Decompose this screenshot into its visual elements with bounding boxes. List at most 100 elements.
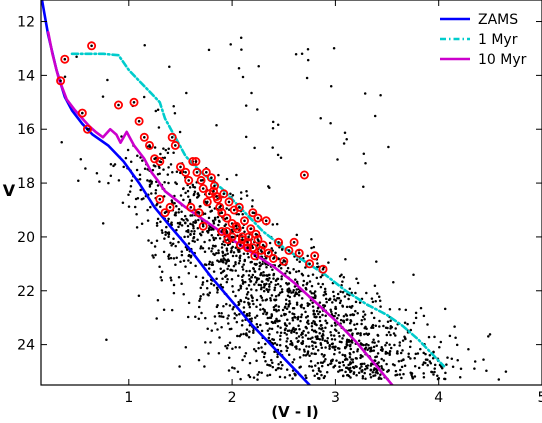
- background-star-point: [391, 363, 395, 366]
- background-star-point: [239, 377, 242, 381]
- background-star-point: [278, 343, 282, 347]
- background-star-point: [279, 285, 282, 288]
- background-star-point: [317, 369, 321, 372]
- background-star-point: [154, 191, 157, 195]
- background-star-point: [209, 210, 212, 213]
- background-star-point: [363, 368, 367, 371]
- background-star-point: [265, 288, 269, 292]
- background-star-point: [247, 274, 251, 277]
- background-star-point: [382, 368, 385, 371]
- background-star-point: [338, 365, 341, 368]
- y-tick-label: 16: [17, 122, 35, 138]
- background-star-point: [209, 341, 212, 344]
- background-star-point: [217, 251, 220, 255]
- background-star-point: [185, 217, 188, 221]
- background-star-point: [255, 298, 259, 302]
- background-star-point: [297, 335, 301, 338]
- background-star-point: [199, 295, 202, 298]
- background-star-point: [167, 181, 170, 185]
- highlighted-star-point: [170, 136, 174, 139]
- background-star-point: [201, 281, 205, 284]
- background-star-point: [323, 290, 326, 294]
- background-star-point: [364, 343, 367, 347]
- background-star-point: [394, 373, 397, 377]
- background-star-point: [146, 219, 150, 222]
- highlighted-star-point: [297, 251, 301, 255]
- background-star-point: [188, 186, 192, 189]
- background-star-point: [298, 289, 302, 293]
- background-star-point: [291, 316, 294, 320]
- highlighted-star-point: [256, 238, 260, 241]
- background-star-point: [154, 188, 158, 192]
- background-star-point: [221, 254, 225, 257]
- highlighted-star-point: [210, 176, 213, 179]
- background-star-point: [301, 283, 305, 287]
- background-star-point: [312, 245, 316, 249]
- background-star-point: [367, 343, 370, 347]
- highlighted-star-ring: [263, 248, 273, 258]
- background-star-point: [139, 156, 142, 159]
- highlighted-star-point: [253, 254, 257, 258]
- background-star-point: [378, 299, 382, 303]
- highlighted-star-ring: [246, 224, 256, 234]
- background-star-point: [504, 370, 508, 373]
- background-star-point: [170, 244, 173, 247]
- background-star-point: [407, 352, 410, 355]
- highlighted-star-point: [267, 251, 270, 255]
- background-star-point: [161, 231, 164, 235]
- highlighted-star-ring: [196, 175, 206, 185]
- background-star-point: [109, 163, 113, 166]
- background-star-point: [364, 377, 367, 381]
- background-star-point: [328, 343, 331, 347]
- background-star-point: [371, 341, 374, 344]
- background-star-point: [366, 366, 369, 370]
- background-star-point: [280, 314, 283, 317]
- background-star-point: [385, 333, 389, 337]
- background-star-point: [392, 332, 396, 335]
- background-star-point: [350, 358, 353, 361]
- background-star-point: [172, 283, 176, 287]
- background-star-point: [191, 214, 194, 217]
- background-star-point: [186, 189, 190, 193]
- background-star-point: [257, 283, 261, 287]
- background-star-point: [60, 140, 63, 144]
- background-star-point: [207, 262, 211, 266]
- background-star-point: [117, 179, 121, 182]
- background-star-point: [253, 146, 256, 150]
- background-star-point: [404, 308, 408, 312]
- background-star-point: [177, 225, 180, 229]
- highlighted-star-ring: [274, 237, 284, 247]
- highlighted-star-point: [256, 216, 260, 220]
- background-star-point: [262, 312, 265, 315]
- background-star-point: [295, 270, 298, 273]
- background-star-point: [106, 78, 109, 82]
- background-points-layer: [60, 36, 508, 381]
- background-star-point: [305, 376, 308, 380]
- background-star-point: [312, 309, 315, 312]
- background-star-point: [380, 365, 383, 368]
- highlighted-star-point: [241, 238, 244, 241]
- background-star-point: [247, 374, 250, 377]
- background-star-point: [398, 344, 401, 347]
- background-star-point: [318, 301, 322, 304]
- background-star-point: [167, 217, 170, 221]
- background-star-point: [341, 353, 344, 357]
- background-star-point: [273, 342, 277, 345]
- background-star-point: [207, 267, 211, 270]
- background-star-point: [248, 361, 252, 365]
- background-star-point: [245, 293, 249, 296]
- background-star-point: [334, 324, 337, 327]
- background-star-point: [316, 376, 320, 380]
- background-star-point: [225, 260, 228, 264]
- background-star-point: [291, 306, 295, 310]
- background-star-point: [245, 333, 248, 337]
- background-star-point: [172, 237, 175, 241]
- background-star-point: [333, 328, 337, 331]
- background-star-point: [287, 282, 291, 285]
- background-star-point: [271, 365, 275, 369]
- background-star-point: [473, 360, 477, 363]
- background-star-point: [193, 240, 196, 243]
- background-star-point: [428, 360, 432, 363]
- background-star-point: [362, 185, 365, 189]
- background-star-point: [221, 250, 224, 254]
